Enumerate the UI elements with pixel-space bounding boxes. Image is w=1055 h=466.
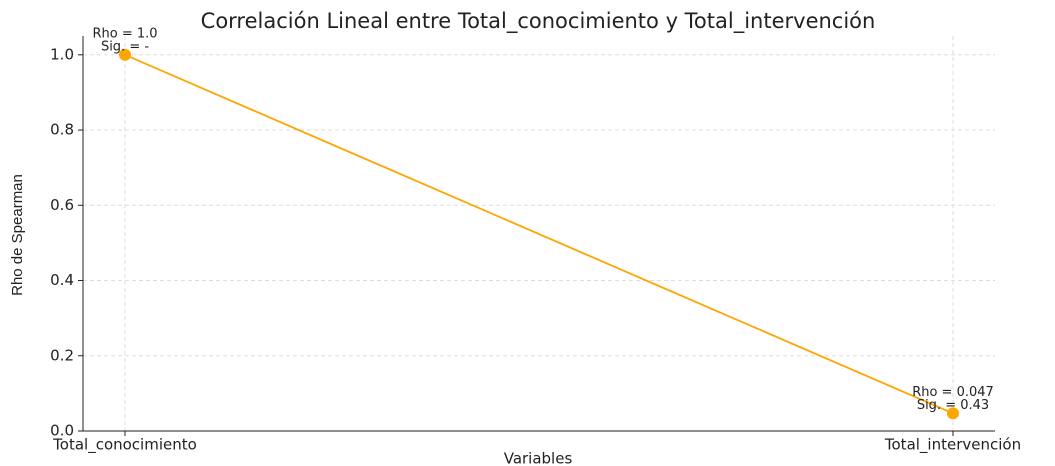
annotation: Rho = 0.047	[912, 385, 994, 400]
y-tick-label: 0.2	[50, 346, 74, 364]
line	[124, 53, 954, 415]
y-tick-label: 0.8	[50, 121, 74, 139]
y-tick-label: 1.0	[50, 45, 74, 63]
annotation: Sig. = 0.43	[917, 398, 989, 413]
y-tick-label: 0.6	[50, 196, 74, 214]
chart-title: Correlación Lineal entre Total_conocimie…	[201, 9, 876, 34]
point	[119, 48, 131, 61]
y-tick-label: 0.4	[50, 271, 74, 289]
annotation: Rho = 1.0	[92, 26, 157, 41]
x-tick-label: Total_intervención	[884, 436, 1021, 455]
y-tick-label: 0.0	[50, 422, 74, 440]
annotation: Sig. = -	[101, 39, 149, 54]
point	[947, 407, 959, 420]
y-axis-label: Rho de Spearman	[9, 174, 26, 296]
x-tick-label: Total_conocimiento	[52, 436, 197, 455]
x-axis-label: Variables	[504, 450, 573, 466]
